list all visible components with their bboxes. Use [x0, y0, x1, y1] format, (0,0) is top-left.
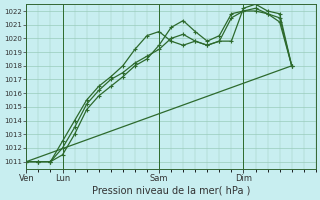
- X-axis label: Pression niveau de la mer( hPa ): Pression niveau de la mer( hPa ): [92, 186, 250, 196]
